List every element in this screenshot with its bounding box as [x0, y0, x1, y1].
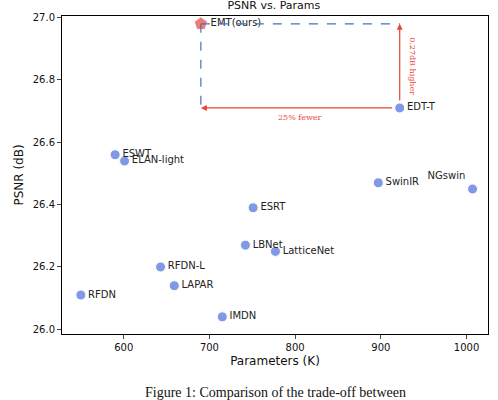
svg-text:25% fewer: 25% fewer — [278, 113, 322, 122]
svg-text:26.2: 26.2 — [33, 261, 55, 272]
svg-text:800: 800 — [286, 342, 305, 353]
svg-text:ESWT: ESWT — [122, 148, 152, 159]
svg-text:LBNet: LBNet — [253, 239, 283, 250]
svg-text:EMT(ours): EMT(ours) — [211, 17, 262, 28]
svg-text:Figure 1: Comparison of the tr: Figure 1: Comparison of the trade-off be… — [145, 385, 406, 400]
svg-text:1000: 1000 — [454, 342, 479, 353]
svg-text:RFDN: RFDN — [88, 289, 116, 300]
svg-text:LatticeNet: LatticeNet — [283, 245, 335, 256]
svg-text:SwinIR: SwinIR — [386, 176, 420, 187]
svg-text:26.4: 26.4 — [33, 199, 55, 210]
svg-text:600: 600 — [114, 342, 133, 353]
svg-text:900: 900 — [371, 342, 390, 353]
svg-text:700: 700 — [200, 342, 219, 353]
svg-text:ELAN-light: ELAN-light — [132, 154, 184, 165]
svg-text:IMDN: IMDN — [230, 310, 257, 321]
svg-text:26.8: 26.8 — [33, 74, 55, 85]
svg-text:PSNR vs. Params: PSNR vs. Params — [227, 0, 320, 12]
svg-text:NGswin: NGswin — [428, 170, 466, 181]
svg-text:ESRT: ESRT — [260, 201, 286, 212]
svg-text:26.6: 26.6 — [33, 137, 55, 148]
svg-text:PSNR (dB): PSNR (dB) — [12, 144, 26, 205]
svg-text:0.27dB higher: 0.27dB higher — [408, 37, 417, 95]
svg-text:27.0: 27.0 — [33, 12, 55, 23]
svg-text:26.0: 26.0 — [33, 324, 55, 335]
svg-text:EDT-T: EDT-T — [407, 101, 436, 112]
svg-text:LAPAR: LAPAR — [182, 279, 214, 290]
svg-text:Parameters (K): Parameters (K) — [230, 354, 320, 368]
svg-text:RFDN-L: RFDN-L — [168, 260, 205, 271]
